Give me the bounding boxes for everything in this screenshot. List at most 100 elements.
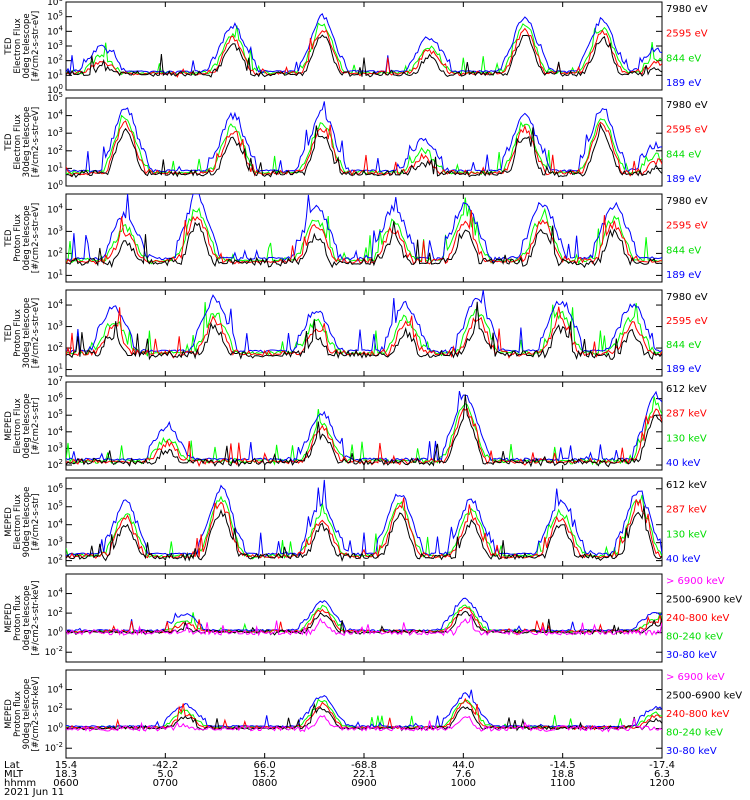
panel-frame	[65, 669, 663, 759]
data-traces	[66, 12, 662, 78]
panel-4: 101 102 103 104 TED Proton Flux 30deg telescop…	[4, 289, 708, 377]
legend-entry: 189 eV	[666, 270, 701, 281]
series-line	[66, 122, 662, 179]
series-line	[66, 597, 662, 634]
y-axis-label-line: MEPED	[4, 603, 14, 633]
series-line	[66, 689, 662, 729]
y-axis-label-line: Electron Flux	[13, 18, 23, 73]
series-line	[66, 114, 662, 176]
y-tick-label: 102	[47, 246, 63, 259]
series-line	[66, 22, 662, 77]
panel-frame	[65, 289, 663, 377]
data-traces	[66, 101, 662, 179]
series-line	[66, 497, 662, 560]
y-axis-label-line: Proton Flux	[13, 309, 23, 357]
x-tick-hhmm: 0900	[351, 778, 376, 789]
y-axis-label-line: 0deg telescope	[22, 393, 32, 458]
data-traces	[66, 479, 662, 563]
legend-entry: 844 eV	[666, 53, 701, 64]
legend-entry: 844 eV	[666, 340, 701, 351]
x-tick-lat: 15.4	[55, 760, 77, 771]
y-tick-label: 103	[47, 536, 63, 549]
series-line	[66, 714, 662, 733]
y-tick-label: 103	[47, 39, 63, 52]
y-axis-label-line: TED	[4, 37, 14, 56]
y-tick-label: 107	[47, 375, 63, 388]
series-line	[66, 27, 662, 78]
y-tick-label: 10-2	[45, 645, 63, 658]
x-tick-hhmm: 0800	[252, 778, 277, 789]
y-axis-label-line: TED	[4, 229, 14, 248]
data-traces	[66, 290, 662, 361]
legend-entry: 2595 eV	[666, 125, 708, 136]
y-axis-label-line: Electron Flux	[13, 398, 23, 453]
series-line	[66, 221, 662, 269]
x-tick-mlt: 18.8	[552, 769, 574, 780]
legend-entry: 844 eV	[666, 149, 701, 160]
y-tick-label: 102	[47, 144, 63, 157]
panel-frame	[65, 573, 663, 663]
legend-entry: 612 keV	[666, 384, 707, 395]
y-axis-label-line: MEPED	[4, 507, 14, 537]
series-line	[66, 606, 662, 636]
legend-entry: > 6900 keV	[666, 672, 725, 683]
series-line	[66, 197, 662, 265]
panels-group: 100101102103104105106TEDElectron Flux0de…	[4, 0, 742, 759]
y-tick-label: 105	[47, 408, 63, 421]
y-axis-label-line: [#/cm2-s-str-keV]	[31, 677, 41, 752]
y-axis-label-line: 0deg telescope	[22, 585, 32, 650]
y-tick-label: 100	[47, 179, 63, 192]
date-label: 2021 Jun 11	[4, 787, 64, 798]
legend-entry: 80-240 keV	[666, 632, 723, 643]
data-traces	[66, 689, 662, 733]
y-tick-label: 106	[47, 392, 63, 405]
y-tick-label: 103	[47, 224, 63, 237]
y-axis-label-line: 0deg telescope	[22, 13, 32, 78]
data-traces	[66, 597, 662, 637]
panel-8: 10-2 100 102 104 MEPED Proton flux 90deg teles…	[4, 669, 742, 759]
y-tick-label: 101	[47, 363, 63, 376]
x-tick-lat: 44.0	[452, 760, 474, 771]
y-axis-label-line: Proton flux	[13, 595, 23, 641]
legend-entry: 2595 eV	[666, 29, 708, 40]
series-line	[66, 479, 662, 558]
series-line	[66, 390, 662, 464]
y-tick-label: 104	[47, 587, 63, 600]
legend-entry: 7980 eV	[666, 292, 708, 303]
y-tick-label: 102	[47, 702, 63, 715]
y-axis-label-line: Electron Flux	[13, 114, 23, 169]
y-tick-label: 104	[47, 24, 63, 37]
series-line	[66, 101, 662, 174]
y-axis-label-line: Electron Flux	[13, 494, 23, 549]
legend-entry: 287 keV	[666, 505, 707, 516]
x-tick-lat: -68.8	[351, 760, 377, 771]
y-tick-label: 105	[47, 10, 63, 23]
series-line	[66, 396, 662, 466]
panel-3: 101 102 103 104 TED Proton Flux 0deg telescope…	[4, 193, 708, 283]
legend-entry: 189 eV	[666, 364, 701, 375]
y-tick-label: 102	[47, 341, 63, 354]
series-line	[66, 494, 662, 560]
series-line	[66, 301, 662, 361]
x-tick-lat: 66.0	[254, 760, 276, 771]
row-label-mlt: MLT	[4, 769, 24, 780]
legend-entry: 2500-6900 keV	[666, 691, 742, 702]
y-tick-label: 103	[47, 441, 63, 454]
y-tick-label: 104	[47, 109, 63, 122]
legend-entry: 240-800 keV	[666, 709, 730, 720]
y-tick-label: 101	[47, 268, 63, 281]
legend-entry: 80-240 keV	[666, 728, 723, 739]
x-tick-mlt: 22.1	[353, 769, 375, 780]
series-line	[66, 12, 662, 75]
y-axis-label-line: TED	[4, 324, 14, 343]
series-line	[66, 120, 662, 177]
y-tick-label: 104	[47, 298, 63, 311]
y-axis-label-line: Proton Flux	[13, 214, 23, 262]
x-tick-mlt: 6.3	[654, 769, 670, 780]
y-axis-label-line: 30deg telescope	[22, 107, 32, 178]
panel-frame	[65, 1, 663, 91]
series-line	[66, 505, 662, 563]
y-axis-label-line: MEPED	[4, 411, 14, 441]
x-tick-hhmm: 0700	[153, 778, 178, 789]
panel-5: 102 103 104 105 106 107 MEPED Electron Flux 0deg…	[4, 375, 707, 471]
